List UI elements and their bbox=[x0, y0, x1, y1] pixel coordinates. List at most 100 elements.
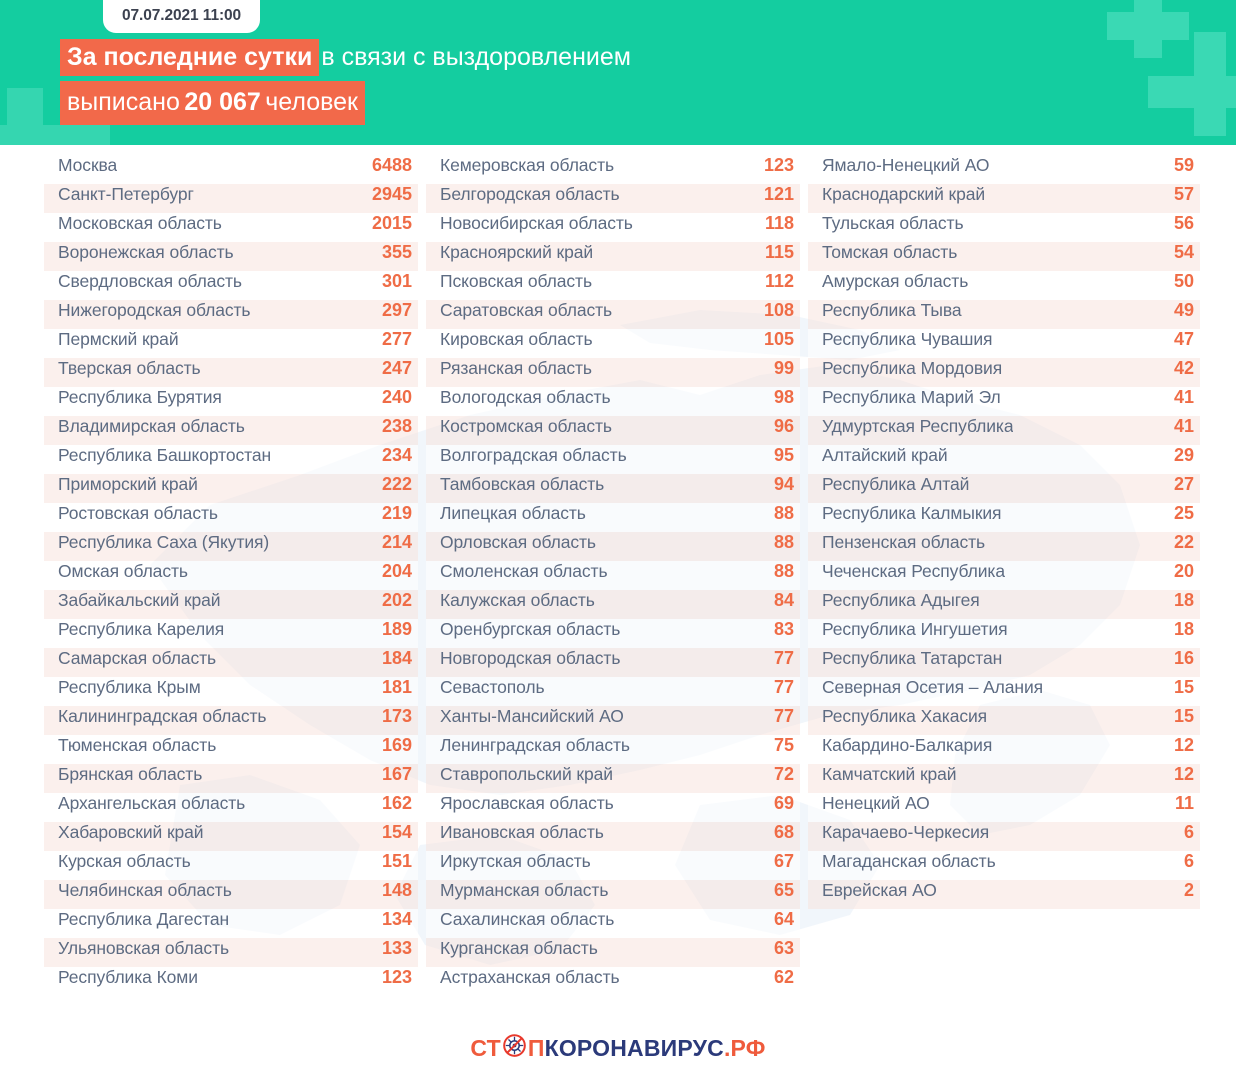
region-value: 95 bbox=[773, 445, 794, 465]
table-row: Республика Бурятия 240 bbox=[44, 387, 418, 416]
region-name: Иркутская область bbox=[440, 851, 591, 871]
table-row: Новгородская область 77 bbox=[426, 648, 800, 677]
region-name: Ивановская область bbox=[440, 822, 604, 842]
region-name: Камчатский край bbox=[822, 764, 957, 784]
region-value: 184 bbox=[381, 648, 412, 668]
region-value: 355 bbox=[381, 242, 412, 262]
table-row: Республика Ингушетия 18 bbox=[808, 619, 1200, 648]
region-value: 123 bbox=[763, 155, 794, 175]
region-value: 84 bbox=[773, 590, 794, 610]
region-name: Республика Бурятия bbox=[58, 387, 222, 407]
table-row: Камчатский край 12 bbox=[808, 764, 1200, 793]
region-value: 22 bbox=[1173, 532, 1194, 552]
table-row: Республика Марий Эл 41 bbox=[808, 387, 1200, 416]
region-name: Калужская область bbox=[440, 590, 595, 610]
region-name: Тюменская область bbox=[58, 735, 217, 755]
region-value: 77 bbox=[773, 706, 794, 726]
region-name: Ростовская область bbox=[58, 503, 218, 523]
region-value: 42 bbox=[1173, 358, 1194, 378]
region-name: Тверская область bbox=[58, 358, 201, 378]
table-row: Республика Коми 123 bbox=[44, 967, 418, 996]
table-row: Ивановская область 68 bbox=[426, 822, 800, 851]
region-name: Республика Алтай bbox=[822, 474, 970, 494]
region-value: 54 bbox=[1173, 242, 1194, 262]
table-row: Кабардино-Балкария 12 bbox=[808, 735, 1200, 764]
region-value: 96 bbox=[773, 416, 794, 436]
headline-count-block: выписано 20 067 человек bbox=[60, 80, 365, 125]
region-name: Пермский край bbox=[58, 329, 179, 349]
region-name: Санкт-Петербург bbox=[58, 184, 194, 204]
region-name: Ненецкий АО bbox=[822, 793, 930, 813]
region-value: 297 bbox=[381, 300, 412, 320]
region-name: Омская область bbox=[58, 561, 188, 581]
region-value: 77 bbox=[773, 677, 794, 697]
region-value: 57 bbox=[1173, 184, 1194, 204]
region-name: Пензенская область bbox=[822, 532, 986, 552]
region-name: Чеченская Республика bbox=[822, 561, 1005, 581]
region-name: Смоленская область bbox=[440, 561, 608, 581]
table-row: Республика Татарстан 16 bbox=[808, 648, 1200, 677]
region-value: 47 bbox=[1173, 329, 1194, 349]
table-row: Смоленская область 88 bbox=[426, 561, 800, 590]
region-value: 108 bbox=[763, 300, 794, 320]
region-name: Республика Дагестан bbox=[58, 909, 230, 929]
region-value: 173 bbox=[381, 706, 412, 726]
table-row: Республика Саха (Якутия) 214 bbox=[44, 532, 418, 561]
table-row: Санкт-Петербург 2945 bbox=[44, 184, 418, 213]
table-row: Пермский край 277 bbox=[44, 329, 418, 358]
region-name: Московская область bbox=[58, 213, 222, 233]
region-value: 240 bbox=[381, 387, 412, 407]
region-value: 2945 bbox=[371, 184, 412, 204]
region-value: 121 bbox=[763, 184, 794, 204]
headline-suffix: человек bbox=[265, 87, 358, 116]
region-name: Липецкая область bbox=[440, 503, 586, 523]
table-row: Ярославская область 69 bbox=[426, 793, 800, 822]
table-row: Челябинская область 148 bbox=[44, 880, 418, 909]
region-value: 56 bbox=[1173, 213, 1194, 233]
region-name: Новгородская область bbox=[440, 648, 621, 668]
table-row: Ханты-Мансийский АО 77 bbox=[426, 706, 800, 735]
region-name: Магаданская область bbox=[822, 851, 996, 871]
region-name: Калининградская область bbox=[58, 706, 267, 726]
region-value: 15 bbox=[1173, 706, 1194, 726]
table-row: Курская область 151 bbox=[44, 851, 418, 880]
region-name: Волгоградская область bbox=[440, 445, 627, 465]
region-value: 6 bbox=[1183, 822, 1194, 842]
region-name: Республика Чувашия bbox=[822, 329, 993, 349]
table-row: Костромская область 96 bbox=[426, 416, 800, 445]
region-value: 25 bbox=[1173, 503, 1194, 523]
region-value: 99 bbox=[773, 358, 794, 378]
region-name: Республика Хакасия bbox=[822, 706, 988, 726]
region-value: 62 bbox=[773, 967, 794, 987]
stopcoronavirus-logo[interactable]: СТ П КОРОНАВИРУС .РФ bbox=[0, 1033, 1236, 1063]
table-row: Москва 6488 bbox=[44, 155, 418, 184]
region-value: 162 bbox=[381, 793, 412, 813]
region-value: 238 bbox=[381, 416, 412, 436]
region-name: Республика Коми bbox=[58, 967, 198, 987]
decorative-cross-right-1-horizontal bbox=[1107, 12, 1189, 40]
region-name: Ямало-Ненецкий АО bbox=[822, 155, 990, 175]
region-name: Республика Ингушетия bbox=[822, 619, 1008, 639]
region-name: Мурманская область bbox=[440, 880, 609, 900]
table-row: Ульяновская область 133 bbox=[44, 938, 418, 967]
region-value: 11 bbox=[1174, 793, 1194, 813]
table-row: Мурманская область 65 bbox=[426, 880, 800, 909]
headline-rest-text: в связи с выздоровлением bbox=[321, 43, 631, 71]
region-value: 277 bbox=[381, 329, 412, 349]
region-name: Краснодарский край bbox=[822, 184, 986, 204]
table-row: Чеченская Республика 20 bbox=[808, 561, 1200, 590]
region-value: 202 bbox=[381, 590, 412, 610]
region-name: Удмуртская Республика bbox=[822, 416, 1014, 436]
region-name: Еврейская АО bbox=[822, 880, 937, 900]
region-name: Ярославская область bbox=[440, 793, 614, 813]
region-value: 2 bbox=[1183, 880, 1194, 900]
region-name: Орловская область bbox=[440, 532, 596, 552]
region-value: 64 bbox=[773, 909, 794, 929]
table-row: Магаданская область 6 bbox=[808, 851, 1200, 880]
region-value: 118 bbox=[764, 213, 794, 233]
region-value: 219 bbox=[381, 503, 412, 523]
region-name: Республика Карелия bbox=[58, 619, 225, 639]
table-row: Томская область 54 bbox=[808, 242, 1200, 271]
table-row: Алтайский край 29 bbox=[808, 445, 1200, 474]
region-name: Ставропольский край bbox=[440, 764, 613, 784]
